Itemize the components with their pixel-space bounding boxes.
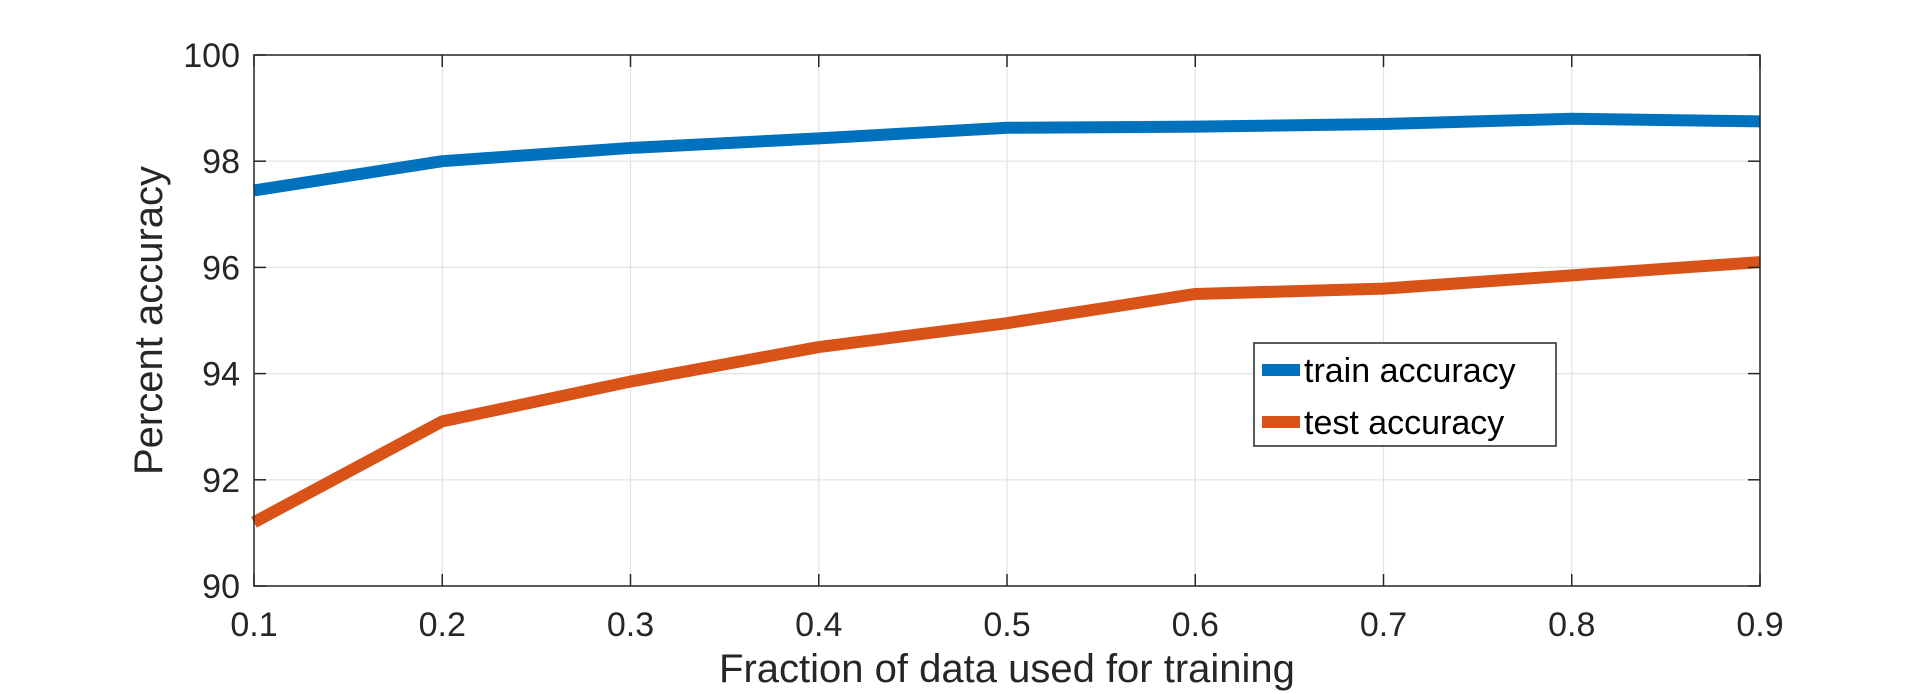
y-axis-label: Percent accuracy bbox=[127, 166, 171, 475]
x-tick-labels: 0.1 0.2 0.3 0.4 0.5 0.6 0.7 0.8 0.9 bbox=[230, 606, 1783, 644]
tick-marks bbox=[253, 54, 1761, 587]
legend-label-train: train accuracy bbox=[1304, 352, 1516, 390]
x-tick-label: 0.9 bbox=[1736, 606, 1783, 644]
x-tick-label: 0.1 bbox=[230, 606, 277, 644]
y-tick-label: 96 bbox=[202, 249, 240, 287]
y-tick-label: 100 bbox=[183, 37, 240, 75]
x-tick-label: 0.3 bbox=[607, 606, 654, 644]
y-tick-label: 92 bbox=[202, 462, 240, 500]
y-tick-label: 90 bbox=[202, 568, 240, 606]
x-axis-label: Fraction of data used for training bbox=[719, 647, 1295, 691]
legend: train accuracy test accuracy bbox=[1253, 342, 1557, 447]
x-tick-label: 0.2 bbox=[419, 606, 466, 644]
x-tick-label: 0.4 bbox=[795, 606, 842, 644]
y-tick-label: 98 bbox=[202, 143, 240, 181]
series-line-train bbox=[253, 112, 1761, 197]
y-tick-label: 94 bbox=[202, 356, 240, 394]
series-layer bbox=[251, 112, 1761, 528]
x-tick-label: 0.7 bbox=[1360, 606, 1407, 644]
legend-box bbox=[1253, 342, 1557, 447]
x-tick-label: 0.8 bbox=[1548, 606, 1595, 644]
series-line-test bbox=[251, 256, 1761, 528]
legend-label-test: test accuracy bbox=[1304, 404, 1504, 442]
x-tick-label: 0.5 bbox=[983, 606, 1030, 644]
y-tick-labels: 90 92 94 96 98 100 bbox=[183, 37, 240, 606]
x-tick-label: 0.6 bbox=[1172, 606, 1219, 644]
